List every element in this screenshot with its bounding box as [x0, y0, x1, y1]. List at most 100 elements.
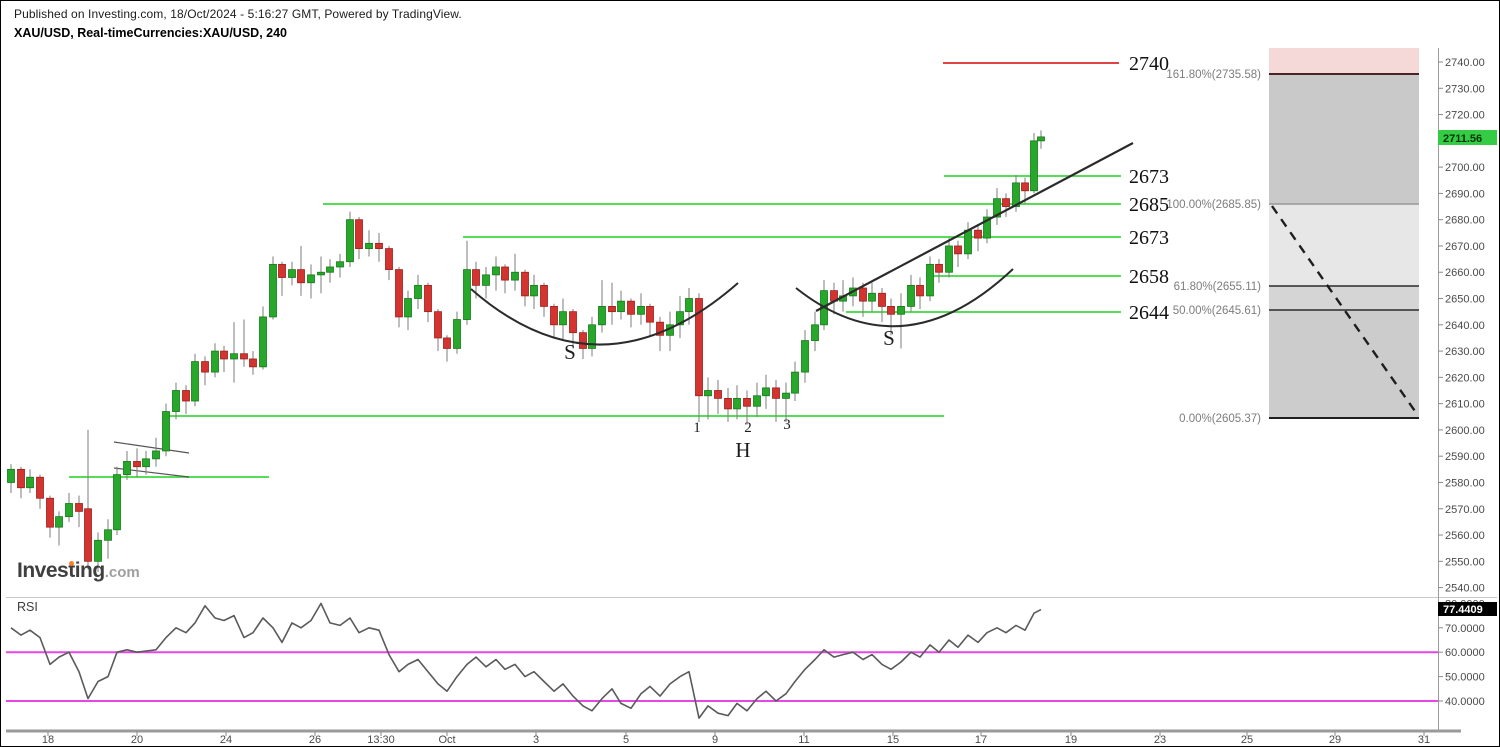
- fib-level-label: 161.80%(2735.58): [1166, 69, 1261, 81]
- candle-bearish: [278, 263, 286, 278]
- candle-bearish: [434, 311, 442, 339]
- fib-level-label: 0.00%(2605.37): [1179, 413, 1261, 425]
- candle-bullish: [637, 306, 645, 315]
- time-tick-label: 9: [712, 734, 718, 746]
- pattern-label-1: 1: [693, 420, 701, 436]
- candle-bullish: [94, 539, 102, 562]
- candle-bullish: [685, 298, 693, 313]
- candle-bullish: [868, 292, 876, 302]
- candle-bullish: [317, 271, 325, 276]
- pennant-line: [113, 441, 190, 454]
- candle-bearish: [579, 332, 587, 349]
- candle-bullish: [211, 350, 219, 373]
- candle-bearish: [75, 503, 83, 512]
- candle-bullish: [753, 395, 761, 407]
- time-tick-label: 18: [42, 734, 54, 746]
- candle-bullish: [259, 316, 267, 368]
- candle-bearish: [954, 245, 962, 255]
- candle-bearish: [355, 219, 363, 249]
- candle-bullish: [152, 450, 160, 460]
- investing-logo: Investing.com: [17, 559, 140, 583]
- chart-header: Published on Investing.com, 18/Oct/2024 …: [14, 7, 462, 40]
- candle-bullish: [482, 274, 490, 286]
- candle-bullish: [142, 458, 150, 468]
- candle-bullish: [791, 371, 799, 394]
- pattern-label-2: 2: [744, 420, 752, 436]
- candle-bullish: [1037, 136, 1045, 142]
- last-price-badge: [1438, 130, 1497, 145]
- price-tick-label: 2680.00: [1445, 215, 1485, 227]
- price-tick-label: 2630.00: [1445, 346, 1485, 358]
- candle-bearish: [46, 497, 54, 528]
- candle-bullish: [269, 263, 277, 318]
- price-tick-label: 2660.00: [1445, 267, 1485, 279]
- candle-bullish: [559, 311, 567, 326]
- candle-bearish: [724, 397, 732, 410]
- shoulder-arc: [470, 282, 739, 346]
- price-tick-label: 2650.00: [1445, 294, 1485, 306]
- candle-bearish: [297, 269, 305, 284]
- shoulder-arc: [795, 268, 1014, 328]
- candle-bullish: [811, 324, 819, 341]
- candle-bearish: [540, 284, 548, 307]
- fib-zone: [1269, 204, 1419, 286]
- rsi-panel[interactable]: [6, 602, 1443, 719]
- price-tick-label: 2590.00: [1445, 451, 1485, 463]
- candle-bearish: [521, 271, 529, 297]
- candle-bearish: [916, 284, 924, 297]
- candle-bullish: [945, 245, 953, 273]
- candle-bullish: [336, 261, 344, 268]
- candle-bearish: [569, 311, 577, 334]
- candle-bearish: [714, 390, 722, 399]
- time-tick-label: 23: [1154, 734, 1166, 746]
- last-price-badge-text: 2711.56: [1443, 133, 1482, 145]
- candle-bullish: [704, 390, 712, 397]
- candle-bearish: [627, 300, 635, 315]
- candle-bearish: [608, 306, 616, 313]
- candle-bullish: [453, 319, 461, 349]
- candle-bearish: [656, 321, 664, 336]
- price-tick-label: 2720.00: [1445, 110, 1485, 122]
- candle-bullish: [993, 198, 1001, 218]
- level-price-label: 2740: [1129, 53, 1169, 75]
- rsi-tick-label: 50.0000: [1445, 672, 1485, 684]
- rsi-badge-text: 77.4409: [1443, 604, 1483, 616]
- rsi-tick-label: 60.0000: [1445, 647, 1485, 659]
- candle-bullish: [172, 390, 180, 412]
- time-tick-label: 31: [1418, 734, 1430, 746]
- candle-bearish: [550, 306, 558, 326]
- time-tick-label: 3: [533, 734, 539, 746]
- candle-bullish: [588, 324, 596, 349]
- candle-bullish: [617, 300, 625, 313]
- fib-retracement: [1269, 48, 1419, 419]
- candles-layer[interactable]: [7, 130, 1045, 572]
- price-tick-label: 2610.00: [1445, 399, 1485, 411]
- logo-orange-dot: [69, 561, 74, 566]
- candle-bearish: [878, 292, 886, 307]
- price-tick-label: 2640.00: [1445, 320, 1485, 332]
- price-tick-label: 2580.00: [1445, 477, 1485, 489]
- time-axis[interactable]: [47, 732, 1425, 736]
- pattern-label-3: 3: [783, 417, 791, 433]
- candle-bullish: [762, 387, 770, 397]
- candle-bullish: [113, 474, 121, 531]
- time-tick-label: 13:30: [367, 734, 395, 746]
- candle-bullish: [26, 476, 34, 489]
- candle-bullish: [7, 468, 15, 483]
- price-tick-label: 2740.00: [1445, 57, 1485, 69]
- candle-bearish: [1002, 198, 1010, 207]
- price-tick-label: 2560.00: [1445, 530, 1485, 542]
- pattern-label-H: H: [735, 438, 750, 462]
- fib-level-label: 61.80%(2655.11): [1174, 281, 1262, 293]
- candle-bearish: [84, 508, 92, 562]
- price-tick-label: 2690.00: [1445, 188, 1485, 200]
- time-tick-label: Oct: [438, 734, 455, 746]
- last-price-badge-bg: [1438, 130, 1497, 145]
- candle-bearish: [133, 461, 141, 468]
- candle-bearish: [646, 306, 654, 323]
- level-price-label: 2673: [1129, 166, 1169, 188]
- level-price-label: 2658: [1129, 266, 1169, 288]
- candle-bullish: [463, 269, 471, 320]
